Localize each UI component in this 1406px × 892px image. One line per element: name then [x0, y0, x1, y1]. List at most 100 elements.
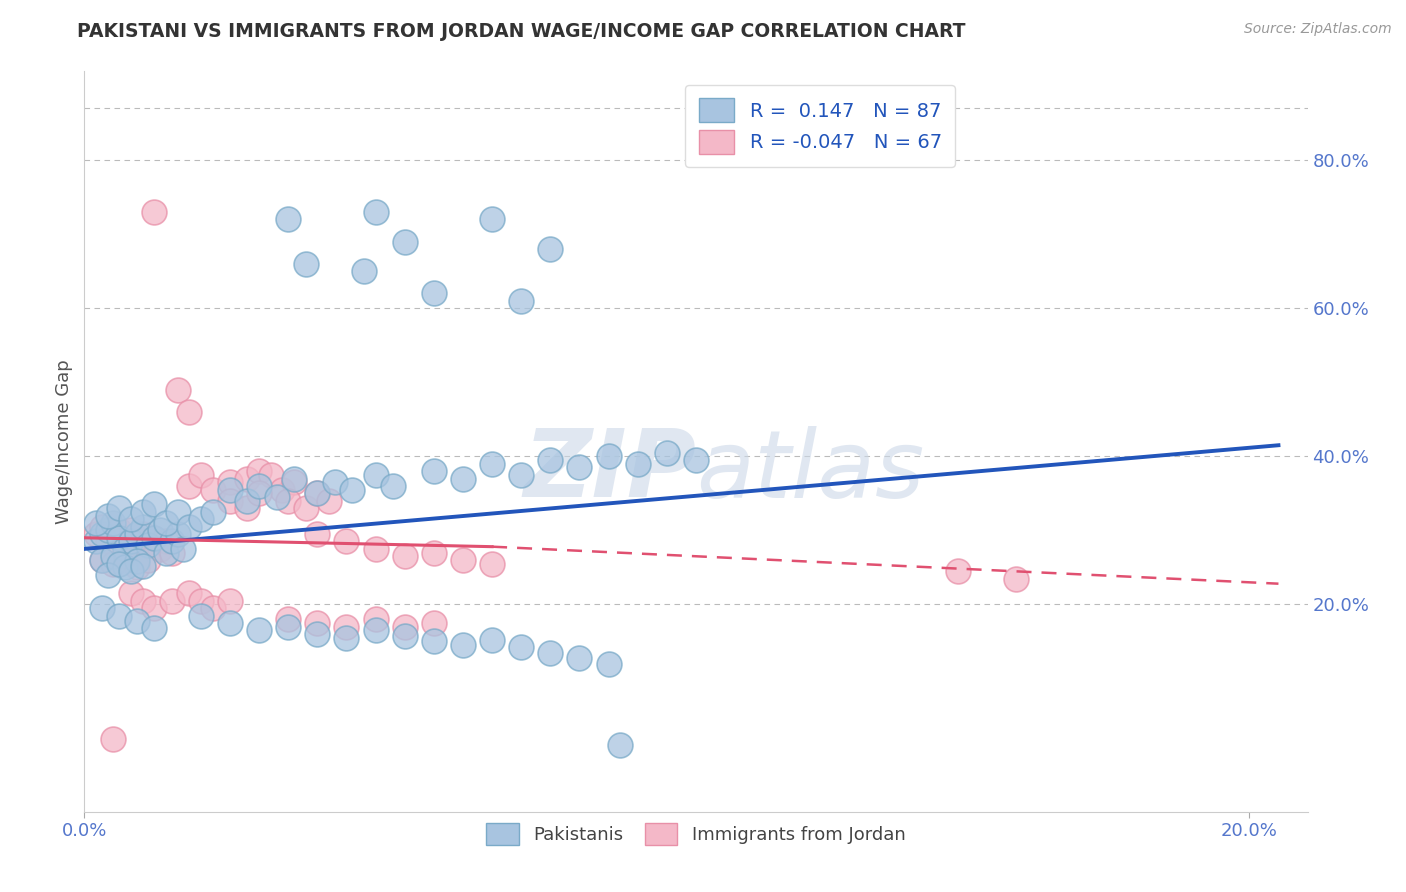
Point [283, 475, 305, 490]
Point [335, 631, 357, 645]
Point [219, 593, 242, 607]
Point [481, 557, 503, 571]
Point [120, 534, 142, 549]
Y-axis label: Wage/Income Gap: Wage/Income Gap [55, 359, 73, 524]
Point [90, 601, 112, 615]
Point [166, 505, 188, 519]
Point [247, 624, 270, 638]
Point [451, 638, 474, 652]
Point [451, 553, 474, 567]
Point [307, 527, 329, 541]
Point [481, 212, 503, 227]
Point [451, 471, 474, 485]
Point [125, 560, 148, 574]
Point [179, 479, 201, 493]
Point [179, 405, 201, 419]
Point [120, 524, 142, 538]
Point [394, 619, 416, 633]
Point [125, 527, 148, 541]
Point [423, 634, 446, 648]
Point [138, 553, 160, 567]
Point [108, 608, 131, 623]
Point [149, 524, 172, 538]
Point [236, 501, 259, 516]
Point [166, 527, 188, 541]
Point [120, 512, 142, 526]
Point [342, 483, 364, 497]
Point [423, 545, 446, 560]
Point [131, 505, 153, 519]
Point [236, 471, 259, 485]
Point [655, 445, 678, 459]
Point [143, 205, 166, 219]
Point [143, 601, 166, 615]
Point [120, 586, 142, 600]
Point [103, 527, 125, 541]
Point [160, 545, 183, 560]
Point [143, 621, 166, 635]
Point [568, 650, 591, 665]
Point [155, 545, 177, 560]
Point [598, 450, 620, 464]
Point [155, 534, 177, 549]
Point [201, 483, 224, 497]
Point [423, 286, 446, 301]
Point [114, 531, 136, 545]
Point [364, 624, 387, 638]
Point [219, 615, 242, 630]
Point [277, 619, 299, 633]
Point [125, 554, 148, 568]
Point [481, 632, 503, 647]
Point [260, 467, 283, 482]
Text: PAKISTANI VS IMMIGRANTS FROM JORDAN WAGE/INCOME GAP CORRELATION CHART: PAKISTANI VS IMMIGRANTS FROM JORDAN WAGE… [77, 22, 966, 41]
Point [90, 527, 112, 541]
Point [609, 738, 631, 752]
Point [510, 640, 533, 655]
Point [138, 538, 160, 552]
Point [143, 498, 166, 512]
Point [510, 467, 533, 482]
Point [108, 501, 131, 516]
Point [247, 464, 270, 478]
Point [149, 541, 172, 556]
Point [143, 531, 166, 545]
Point [627, 457, 650, 471]
Point [219, 493, 242, 508]
Point [307, 627, 329, 641]
Point [364, 541, 387, 556]
Point [277, 212, 299, 227]
Point [394, 549, 416, 564]
Point [97, 534, 120, 549]
Point [120, 564, 142, 578]
Point [364, 205, 387, 219]
Point [97, 508, 120, 523]
Point [323, 475, 346, 490]
Point [108, 524, 131, 538]
Point [103, 516, 125, 530]
Point [318, 493, 340, 508]
Text: atlas: atlas [696, 425, 924, 516]
Point [538, 453, 561, 467]
Point [114, 549, 136, 564]
Point [538, 646, 561, 660]
Point [97, 567, 120, 582]
Point [946, 564, 969, 578]
Point [394, 235, 416, 249]
Point [103, 549, 125, 564]
Point [277, 493, 299, 508]
Point [155, 516, 177, 530]
Point [364, 467, 387, 482]
Point [90, 553, 112, 567]
Point [219, 475, 242, 490]
Point [190, 608, 212, 623]
Point [201, 601, 224, 615]
Point [266, 490, 288, 504]
Point [179, 519, 201, 533]
Point [598, 657, 620, 671]
Point [271, 483, 294, 497]
Point [538, 242, 561, 256]
Point [307, 486, 329, 500]
Point [131, 558, 153, 573]
Point [335, 619, 357, 633]
Point [90, 553, 112, 567]
